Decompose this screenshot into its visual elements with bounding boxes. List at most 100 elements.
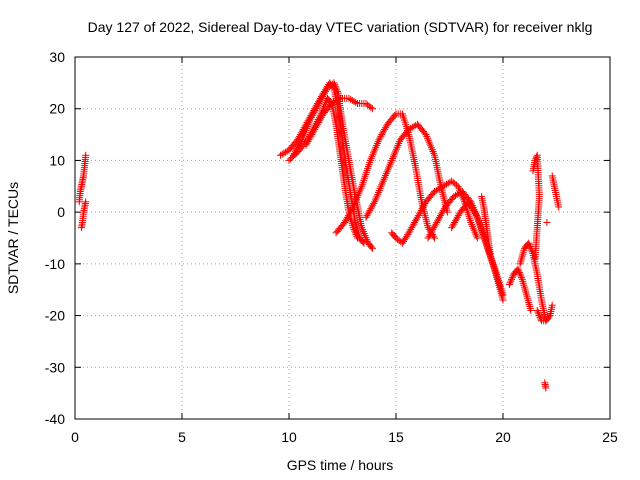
data-point xyxy=(405,121,420,133)
series-arc-4 xyxy=(302,94,376,149)
y-tick-label: 30 xyxy=(49,49,65,65)
data-point xyxy=(75,190,84,206)
data-point xyxy=(527,306,535,314)
data-point xyxy=(375,122,390,144)
data-point xyxy=(285,137,300,154)
series-late-b xyxy=(505,265,535,314)
series-late-d xyxy=(529,151,543,263)
data-point xyxy=(328,95,343,108)
data-point xyxy=(486,250,494,258)
data-point xyxy=(82,151,90,159)
data-point xyxy=(368,105,376,113)
data-point xyxy=(411,162,425,204)
data-point xyxy=(366,138,382,164)
data-point xyxy=(448,177,460,189)
data-point xyxy=(505,272,517,289)
data-point xyxy=(422,131,438,157)
data-point xyxy=(368,244,376,252)
data-point xyxy=(339,120,353,162)
y-axis-label: SDTVAR / TECUs xyxy=(5,182,21,294)
data-point xyxy=(548,172,558,188)
data-point xyxy=(550,182,560,199)
data-point xyxy=(78,210,87,226)
series-early-b xyxy=(77,198,90,232)
y-tick-label: -20 xyxy=(45,308,65,324)
data-point xyxy=(396,127,412,144)
data-point xyxy=(80,164,88,180)
data-point xyxy=(364,239,375,251)
series-late-a xyxy=(478,193,494,258)
y-tick-label: -40 xyxy=(45,411,65,427)
data-point xyxy=(362,100,375,111)
data-point xyxy=(358,224,371,245)
x-tick-label: 10 xyxy=(281,429,297,445)
data-point xyxy=(349,224,361,240)
data-point xyxy=(319,101,335,118)
grid xyxy=(75,57,610,419)
data-point xyxy=(543,218,551,226)
y-tick-label: -30 xyxy=(45,359,65,375)
data-point xyxy=(490,265,506,302)
y-tick-label: -10 xyxy=(45,256,65,272)
x-tick-label: 0 xyxy=(71,429,79,445)
data-point xyxy=(478,193,487,209)
data-point xyxy=(431,151,445,188)
data-point xyxy=(334,89,346,126)
y-axis: -40 -30 -20 -10 0 10 20 30 xyxy=(45,49,610,427)
data-point xyxy=(405,131,419,168)
series-late-f xyxy=(548,172,563,211)
series-late-e xyxy=(533,301,556,325)
data-point xyxy=(82,198,90,206)
data-point xyxy=(514,265,526,282)
data-point xyxy=(542,313,553,325)
series-late-h xyxy=(543,218,551,226)
data-point xyxy=(518,275,530,297)
data-point xyxy=(388,229,399,241)
data-point xyxy=(533,193,543,230)
data-point xyxy=(371,179,386,206)
x-tick-label: 5 xyxy=(178,429,186,445)
data-point xyxy=(531,224,541,261)
data-point xyxy=(422,189,437,206)
data-point xyxy=(433,205,448,226)
series-late-g xyxy=(541,379,550,392)
data-point xyxy=(473,234,481,242)
data-point xyxy=(553,193,562,209)
data-point xyxy=(81,153,89,170)
plot-frame xyxy=(74,56,611,420)
data-point xyxy=(332,120,344,157)
y-tick-label: 0 xyxy=(57,204,65,220)
data-point xyxy=(431,234,439,242)
data-point xyxy=(336,151,348,188)
data-point xyxy=(533,270,545,302)
series-arc-6 xyxy=(362,120,451,221)
series-early-a xyxy=(75,151,90,206)
x-tick-label: 20 xyxy=(495,429,511,445)
data-point xyxy=(523,291,534,312)
data-point xyxy=(499,296,507,304)
data-point xyxy=(555,203,563,211)
data-point xyxy=(353,100,368,108)
x-axis: 0 5 10 15 20 25 xyxy=(71,57,618,445)
data-point xyxy=(302,127,318,149)
data-point xyxy=(330,79,342,95)
x-tick-label: 25 xyxy=(602,429,618,445)
data-point xyxy=(353,234,361,242)
data-point xyxy=(315,86,331,108)
data-point xyxy=(276,147,291,159)
data-point xyxy=(533,306,545,323)
data-point xyxy=(362,200,378,221)
data-point xyxy=(542,384,550,392)
data-point xyxy=(448,210,463,232)
data-point xyxy=(413,120,429,137)
data-point xyxy=(533,151,543,198)
chart-title: Day 127 of 2022, Sidereal Day-to-day VTE… xyxy=(88,19,593,35)
x-tick-label: 15 xyxy=(388,429,404,445)
data-point xyxy=(531,255,539,263)
series-late-c xyxy=(516,239,550,325)
data-point xyxy=(285,148,302,164)
x-axis-label: GPS time / hours xyxy=(287,457,394,473)
data-point xyxy=(431,183,445,195)
data-point xyxy=(548,301,556,309)
